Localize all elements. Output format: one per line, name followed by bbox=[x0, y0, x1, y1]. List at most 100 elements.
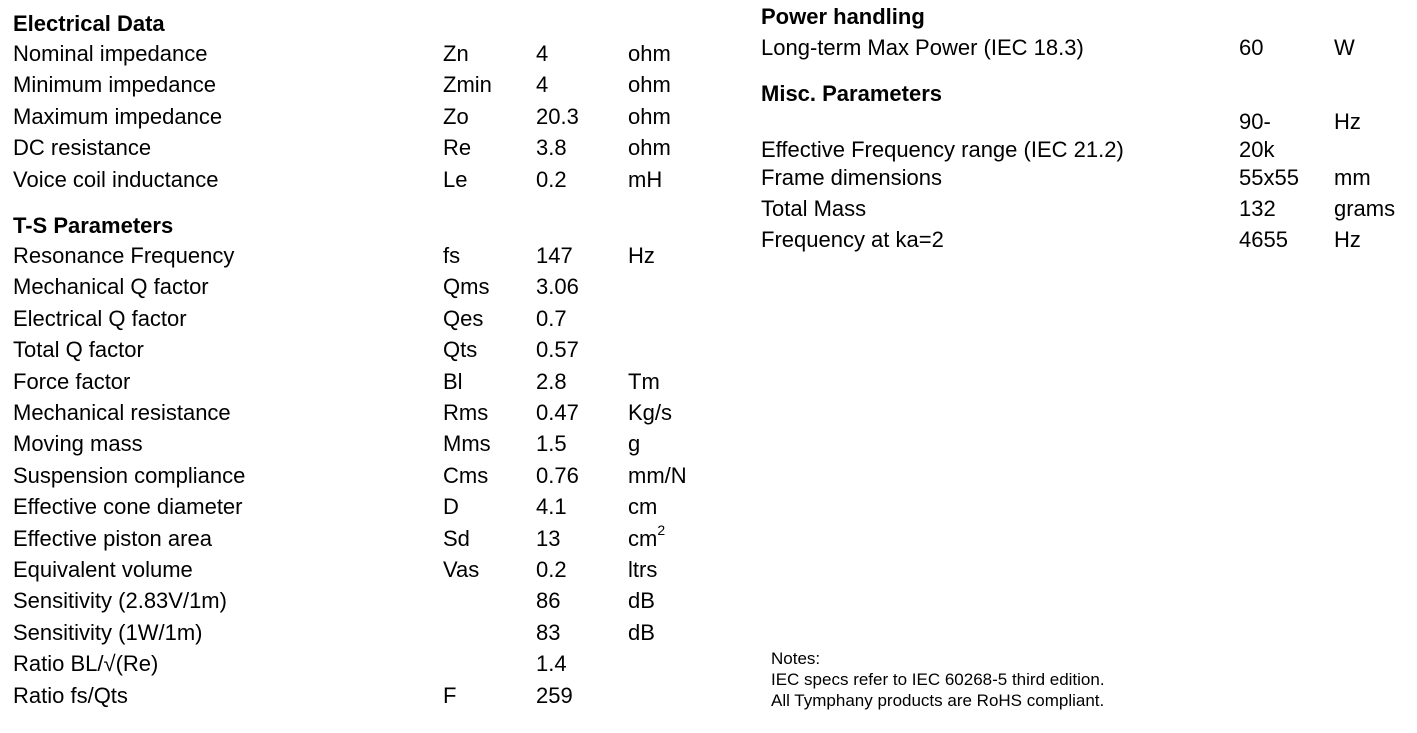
frequency-range-value-start: 90- bbox=[1239, 109, 1271, 134]
parameter-value: 3.8 bbox=[536, 135, 567, 161]
power-row: Long-term Max Power (IEC 18.3) 60 W bbox=[761, 34, 1417, 62]
parameter-unit: Kg/s bbox=[628, 400, 673, 425]
parameter-label: Nominal impedance bbox=[13, 41, 208, 66]
parameter-value: 147 bbox=[536, 243, 573, 268]
parameter-value: 4.1 bbox=[536, 494, 567, 520]
parameter-symbol: Mms bbox=[443, 431, 491, 457]
parameter-symbol: fs bbox=[443, 243, 461, 268]
parameter-unit: Hz bbox=[1334, 227, 1361, 252]
parameter-symbol: Zmin bbox=[443, 72, 492, 98]
parameter-symbol: Qms bbox=[443, 274, 490, 300]
parameter-symbol: F bbox=[443, 682, 457, 708]
parameter-value: 0.2 bbox=[536, 166, 567, 192]
parameter-label: Minimum impedance bbox=[13, 72, 216, 98]
parameter-unit: mm bbox=[1334, 165, 1371, 190]
parameter-label: Suspension compliance bbox=[13, 462, 246, 488]
parameter-label: Ratio fs/Qts bbox=[13, 682, 128, 708]
parameter-value: 4 bbox=[536, 41, 549, 66]
parameter-label: Electrical Q factor bbox=[13, 305, 187, 331]
notes-title: Notes: bbox=[771, 649, 821, 668]
parameter-symbol: Re bbox=[443, 135, 472, 161]
parameter-unit: mH bbox=[628, 166, 663, 192]
ts-parameter-row: Effective cone diameter D 4.1 cm bbox=[13, 493, 713, 521]
misc-row: Total Mass 132 grams bbox=[761, 195, 1417, 223]
parameter-label: DC resistance bbox=[13, 135, 152, 161]
parameter-value: 13 bbox=[536, 525, 561, 551]
parameter-symbol: Cms bbox=[443, 462, 489, 488]
parameter-label: Total Q factor bbox=[13, 337, 144, 363]
parameter-symbol: Qes bbox=[443, 305, 484, 331]
frequency-range-label: Effective Frequency range (IEC 21.2) bbox=[761, 137, 1124, 162]
parameter-unit: ltrs bbox=[628, 557, 658, 582]
ts-parameter-row: Electrical Q factor Qes 0.7 bbox=[13, 305, 713, 333]
notes-line: All Tymphany products are RoHS compliant… bbox=[771, 691, 1105, 710]
parameter-unit: dB bbox=[628, 588, 655, 614]
electrical-row: DC resistance Re 3.8 ohm bbox=[13, 134, 713, 162]
parameter-value: 0.76 bbox=[536, 462, 579, 488]
parameter-symbol: Qts bbox=[443, 337, 478, 363]
parameter-value: 2.8 bbox=[536, 368, 567, 394]
parameter-unit: mm/N bbox=[628, 462, 687, 488]
ts-parameter-row: Ratio fs/Qts F 259 bbox=[13, 682, 713, 710]
electrical-row: Maximum impedance Zo 20.3 ohm bbox=[13, 103, 713, 131]
ts-parameter-row: Suspension compliance Cms 0.76 mm/N bbox=[13, 462, 713, 490]
ts-parameter-row: Moving mass Mms 1.5 g bbox=[13, 430, 713, 458]
parameter-unit: g bbox=[628, 431, 641, 457]
parameter-label: Sensitivity (2.83V/1m) bbox=[13, 588, 227, 614]
parameter-label: Force factor bbox=[13, 368, 131, 394]
parameter-value: 1.5 bbox=[536, 431, 567, 457]
ts-parameter-row: Ratio BL/√(Re) 1.4 bbox=[13, 650, 713, 678]
parameter-label: Effective piston area bbox=[13, 525, 212, 551]
ts-parameters-heading: T-S Parameters bbox=[13, 213, 174, 238]
parameter-symbol: Sd bbox=[443, 525, 470, 551]
ts-parameter-row: Sensitivity (1W/1m) 83 dB bbox=[13, 619, 713, 647]
parameter-label: Mechanical Q factor bbox=[13, 274, 209, 300]
electrical-data-heading: Electrical Data bbox=[13, 11, 165, 36]
ts-parameter-row: Mechanical Q factor Qms 3.06 bbox=[13, 273, 713, 301]
parameter-value: 0.47 bbox=[536, 400, 579, 425]
parameter-value: 4655 bbox=[1239, 227, 1288, 252]
electrical-row: Nominal impedance Zn 4 ohm bbox=[13, 40, 713, 68]
ts-parameter-row: Force factor Bl 2.8 Tm bbox=[13, 368, 713, 396]
parameter-label: Frame dimensions bbox=[761, 165, 942, 190]
parameter-value: 4 bbox=[536, 72, 549, 98]
parameter-symbol: D bbox=[443, 494, 459, 520]
parameter-label: Effective cone diameter bbox=[13, 494, 243, 520]
ts-parameter-row: Equivalent volume Vas 0.2 ltrs bbox=[13, 556, 713, 584]
parameter-value: 259 bbox=[536, 682, 573, 708]
parameter-label: Long-term Max Power (IEC 18.3) bbox=[761, 35, 1084, 60]
parameter-unit: ohm bbox=[628, 72, 671, 98]
parameter-symbol: Zn bbox=[443, 41, 469, 66]
parameter-value: 55x55 bbox=[1239, 165, 1299, 190]
parameter-value: 3.06 bbox=[536, 274, 579, 300]
ts-parameter-row: Resonance Frequency fs 147 Hz bbox=[13, 242, 713, 270]
parameter-label: Equivalent volume bbox=[13, 557, 193, 582]
parameter-label: Resonance Frequency bbox=[13, 243, 235, 268]
parameter-symbol: Zo bbox=[443, 103, 469, 129]
parameter-unit: ohm bbox=[628, 103, 671, 129]
parameter-unit: W bbox=[1334, 35, 1355, 60]
parameter-label: Maximum impedance bbox=[13, 103, 223, 129]
unit-superscript: 2 bbox=[657, 522, 666, 539]
parameter-label: Voice coil inductance bbox=[13, 166, 219, 192]
parameter-unit: Tm bbox=[628, 368, 660, 394]
electrical-row: Voice coil inductance Le 0.2 mH bbox=[13, 166, 713, 194]
frequency-range-value-end: 20k bbox=[1239, 137, 1275, 162]
parameter-unit: grams bbox=[1334, 196, 1396, 221]
frequency-range-unit: Hz bbox=[1334, 109, 1361, 134]
parameter-value: 83 bbox=[536, 619, 561, 645]
parameter-value: 132 bbox=[1239, 196, 1276, 221]
parameter-value: 0.57 bbox=[536, 337, 579, 363]
parameter-value: 60 bbox=[1239, 35, 1264, 60]
parameter-label: Moving mass bbox=[13, 431, 143, 457]
misc-row: Frame dimensions 55x55 mm bbox=[761, 164, 1417, 192]
parameter-symbol: Bl bbox=[443, 368, 463, 394]
parameter-unit: Hz bbox=[628, 243, 655, 268]
parameter-label: Frequency at ka=2 bbox=[761, 227, 944, 252]
electrical-row: Minimum impedance Zmin 4 ohm bbox=[13, 71, 713, 99]
parameter-unit: cm2 bbox=[628, 522, 666, 551]
parameter-value: 1.4 bbox=[536, 651, 567, 677]
parameter-label: Sensitivity (1W/1m) bbox=[13, 619, 203, 645]
parameter-unit: ohm bbox=[628, 41, 671, 66]
misc-row-frequency-range: Effective Frequency range (IEC 21.2) 20k bbox=[761, 136, 1411, 164]
